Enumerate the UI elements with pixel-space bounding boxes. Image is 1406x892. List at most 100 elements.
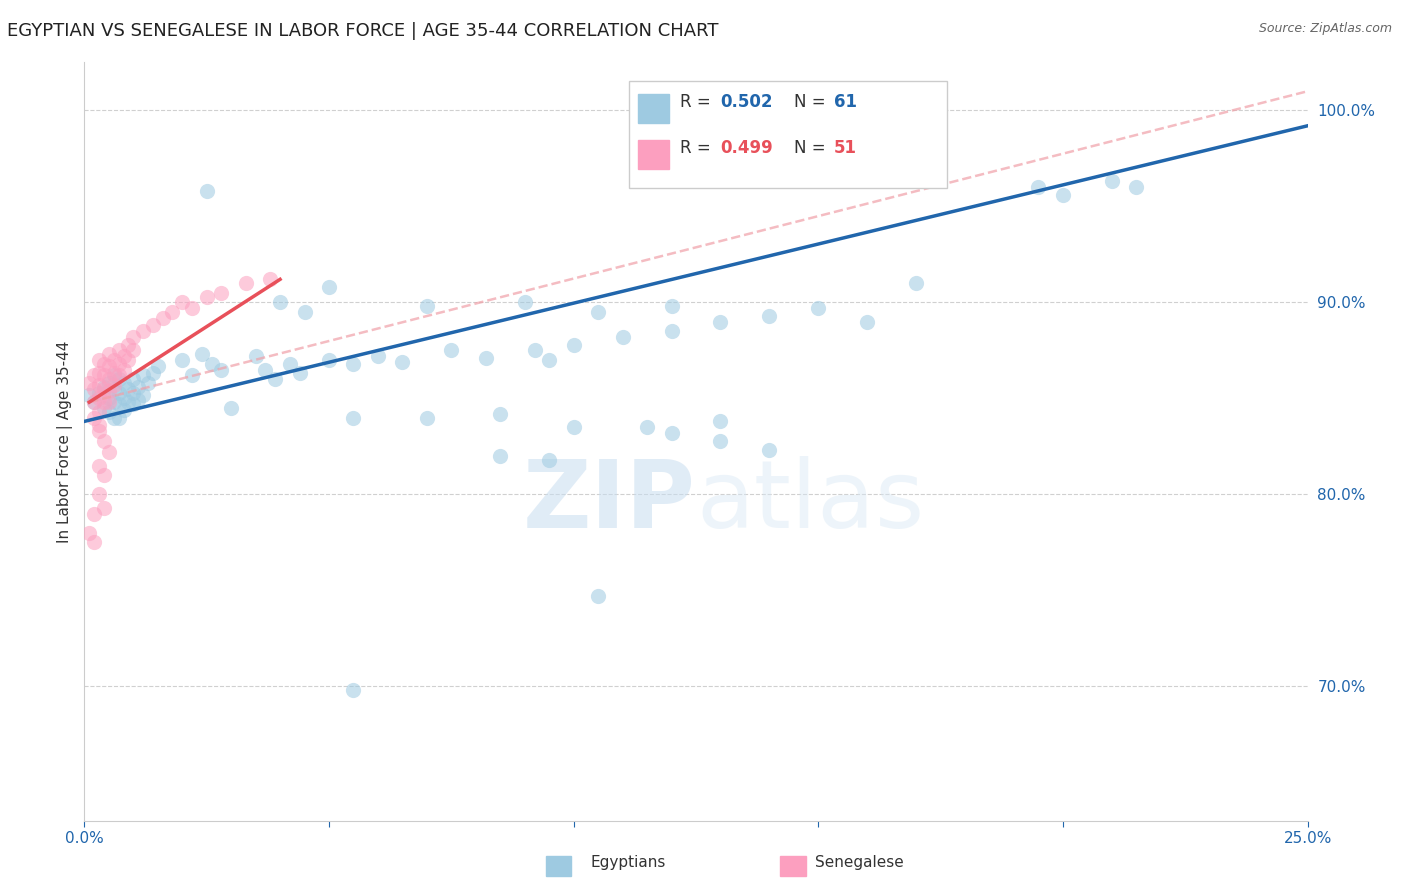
- Point: [856, 315, 879, 329]
- Point: [93, 468, 115, 483]
- Point: [87, 487, 110, 501]
- Point: [1125, 180, 1147, 194]
- Point: [709, 315, 731, 329]
- Point: [97, 405, 120, 419]
- Point: [107, 343, 129, 358]
- Point: [294, 305, 316, 319]
- Point: [87, 405, 110, 419]
- Point: [612, 330, 634, 344]
- Point: [87, 378, 110, 392]
- Point: [562, 420, 585, 434]
- Text: 0.499: 0.499: [720, 139, 773, 157]
- Point: [87, 424, 110, 438]
- Point: [107, 410, 129, 425]
- Point: [87, 367, 110, 381]
- Point: [513, 295, 536, 310]
- Point: [636, 420, 658, 434]
- Point: [905, 276, 928, 290]
- Point: [97, 395, 120, 409]
- Text: R =: R =: [681, 93, 716, 111]
- Text: 51: 51: [834, 139, 858, 157]
- Point: [83, 368, 105, 383]
- Point: [83, 507, 105, 521]
- Text: Senegalese: Senegalese: [815, 855, 904, 870]
- Text: R =: R =: [681, 139, 716, 157]
- Point: [87, 418, 110, 433]
- Point: [107, 385, 129, 400]
- Point: [342, 410, 364, 425]
- Text: Egyptians: Egyptians: [591, 855, 666, 870]
- Point: [83, 535, 105, 549]
- Point: [195, 184, 218, 198]
- Point: [142, 367, 165, 381]
- Point: [103, 367, 125, 381]
- Point: [97, 372, 120, 386]
- Point: [77, 525, 100, 540]
- Point: [562, 337, 585, 351]
- Point: [132, 368, 155, 383]
- Text: 61: 61: [834, 93, 858, 111]
- Point: [117, 337, 139, 351]
- Point: [87, 385, 110, 400]
- Point: [807, 301, 830, 315]
- Text: atlas: atlas: [696, 456, 924, 549]
- Point: [97, 384, 120, 398]
- Point: [103, 353, 125, 368]
- Point: [83, 382, 105, 396]
- Point: [97, 376, 120, 390]
- Point: [259, 272, 281, 286]
- Point: [367, 349, 389, 363]
- Point: [77, 376, 100, 390]
- Point: [191, 347, 214, 361]
- Point: [416, 410, 439, 425]
- Point: [103, 378, 125, 392]
- Point: [93, 500, 115, 515]
- Point: [103, 368, 125, 383]
- Point: [661, 324, 683, 338]
- Text: Source: ZipAtlas.com: Source: ZipAtlas.com: [1258, 22, 1392, 36]
- Point: [162, 305, 184, 319]
- Point: [112, 402, 135, 417]
- Point: [117, 353, 139, 368]
- Point: [107, 368, 129, 383]
- Point: [122, 372, 145, 386]
- Bar: [638, 95, 669, 123]
- Point: [181, 368, 204, 383]
- Point: [209, 285, 232, 300]
- Point: [93, 434, 115, 448]
- Point: [758, 309, 780, 323]
- Point: [342, 683, 364, 698]
- Point: [97, 392, 120, 406]
- Bar: [628, 81, 946, 187]
- Point: [117, 382, 139, 396]
- Point: [83, 395, 105, 409]
- Point: [391, 355, 413, 369]
- Point: [107, 357, 129, 371]
- Text: N =: N =: [794, 139, 831, 157]
- Point: [254, 362, 277, 376]
- Point: [93, 382, 115, 396]
- Point: [489, 449, 512, 463]
- Point: [1101, 174, 1123, 188]
- Point: [83, 410, 105, 425]
- Point: [122, 330, 145, 344]
- Point: [474, 351, 496, 365]
- Point: [661, 425, 683, 440]
- Point: [440, 343, 463, 358]
- Bar: [638, 140, 669, 169]
- Point: [107, 397, 129, 411]
- Point: [195, 290, 218, 304]
- Point: [132, 387, 155, 401]
- Point: [87, 353, 110, 368]
- Point: [117, 395, 139, 409]
- Point: [93, 380, 115, 394]
- Point: [112, 392, 135, 406]
- Point: [219, 401, 242, 415]
- Text: ZIP: ZIP: [523, 456, 696, 549]
- Point: [146, 359, 169, 373]
- Point: [342, 357, 364, 371]
- Point: [586, 589, 609, 603]
- Point: [152, 310, 174, 325]
- Point: [661, 299, 683, 313]
- Point: [127, 380, 149, 394]
